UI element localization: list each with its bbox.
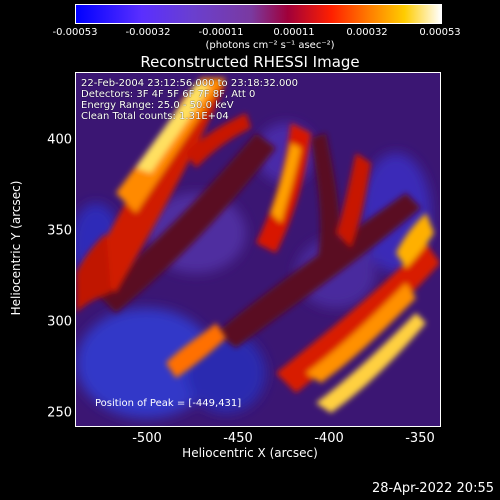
x-axis-label: Heliocentric X (arcsec): [182, 446, 318, 460]
peak-position-label: Position of Peak = [-449,431]: [95, 398, 242, 409]
colorbar-tick: 0.00011: [273, 27, 315, 38]
colorbar-unit-label: (photons cm⁻² s⁻¹ asec⁻²): [205, 40, 335, 51]
colorbar-tick: 0.00053: [419, 27, 461, 38]
image-title: Reconstructed RHESSI Image: [140, 53, 360, 71]
info-time-range: 22-Feb-2004 23:12:56.000 to 23:18:32.000: [81, 78, 299, 89]
rhessi-image-map: [76, 73, 440, 426]
rhessi-image: 22-Feb-2004 23:12:56.000 to 23:18:32.000…: [75, 72, 441, 427]
colorbar-tick: 0.00032: [346, 27, 388, 38]
timestamp: 28-Apr-2022 20:55: [372, 481, 494, 496]
y-tick-label: 300: [47, 314, 72, 330]
info-clean-counts: Clean Total counts: 1.31E+04: [81, 111, 229, 122]
info-detectors: Detectors: 3F 4F 5F 6F 7F 8F, Att 0: [81, 89, 256, 100]
x-tick-label: -450: [223, 431, 253, 446]
colorbar-tick: -0.00053: [52, 27, 98, 38]
info-energy-range: Energy Range: 25.0 - 50.0 keV: [81, 100, 234, 111]
x-tick-label: -400: [314, 431, 344, 446]
colorbar-tick: -0.00011: [198, 27, 244, 38]
y-tick-label: 250: [47, 405, 72, 421]
x-tick-label: -500: [132, 431, 162, 446]
y-tick-label: 350: [47, 223, 72, 239]
colorbar: [75, 4, 442, 24]
y-tick-label: 400: [47, 132, 72, 148]
x-tick-label: -350: [405, 431, 435, 446]
y-axis-label: Heliocentric Y (arcsec): [9, 180, 23, 316]
colorbar-tick: -0.00032: [125, 27, 171, 38]
